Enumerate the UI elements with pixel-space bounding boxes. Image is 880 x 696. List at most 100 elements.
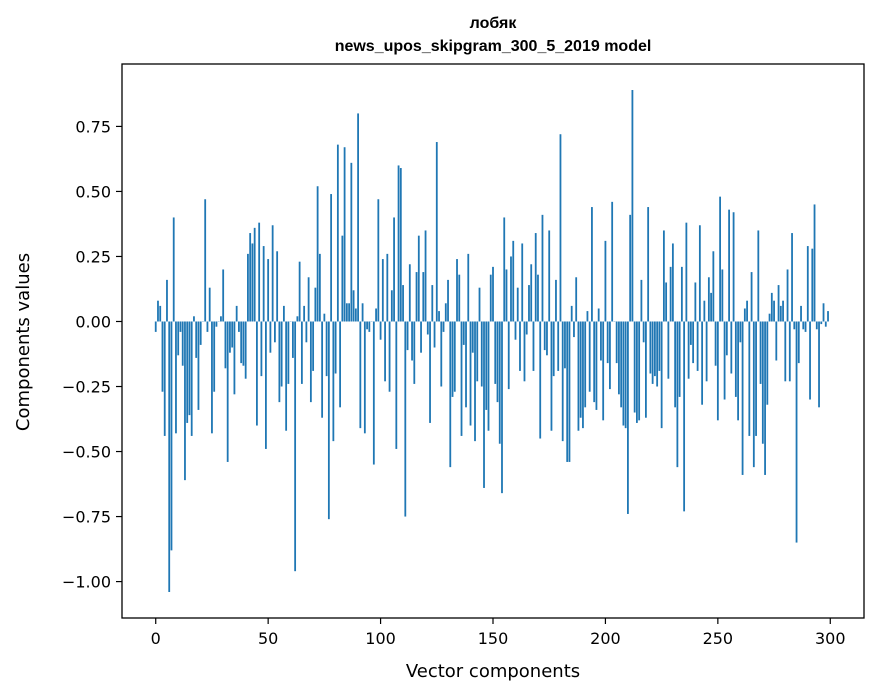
bar: [793, 321, 796, 330]
bar: [683, 321, 686, 512]
bar: [184, 321, 186, 481]
bar: [521, 243, 524, 322]
bar: [229, 321, 231, 353]
bar: [314, 287, 317, 322]
bar: [238, 321, 240, 332]
bar: [260, 321, 263, 377]
bar: [579, 321, 582, 418]
bar: [510, 256, 512, 322]
x-tick-label: 0: [151, 629, 161, 648]
bar: [179, 321, 182, 332]
bar: [444, 303, 447, 322]
bar: [168, 321, 171, 592]
x-tick-label: 250: [703, 629, 734, 648]
bar: [386, 253, 389, 322]
bar: [739, 321, 742, 343]
bar: [570, 305, 573, 322]
bar: [424, 230, 427, 322]
bar: [568, 321, 571, 462]
bar: [752, 321, 755, 468]
bar: [698, 225, 701, 322]
bar: [582, 321, 584, 429]
bar: [247, 253, 249, 322]
bar: [222, 269, 225, 322]
bar: [761, 321, 764, 444]
bar: [503, 217, 506, 322]
x-tick-label: 150: [478, 629, 509, 648]
bar: [451, 321, 454, 397]
bar: [719, 196, 721, 322]
bar: [413, 321, 416, 384]
bar: [685, 222, 688, 322]
bar: [658, 321, 661, 371]
bar: [606, 321, 609, 364]
bar: [748, 321, 751, 436]
bar: [597, 308, 600, 322]
bar: [523, 321, 526, 382]
bar: [359, 321, 362, 429]
y-tick-label: −0.25: [62, 378, 111, 397]
x-tick-label: 100: [365, 629, 396, 648]
bar: [611, 201, 614, 322]
y-tick-label: 0.25: [75, 247, 111, 266]
bar: [820, 321, 823, 325]
bar: [377, 199, 380, 322]
bar: [505, 269, 508, 322]
bar: [339, 321, 341, 408]
bar: [584, 321, 587, 408]
bar: [552, 321, 555, 377]
bar: [388, 321, 391, 392]
bar: [438, 311, 440, 322]
bar: [784, 321, 787, 382]
bar: [278, 321, 281, 403]
x-tick-label: 300: [815, 629, 846, 648]
bar: [274, 321, 276, 343]
bar: [442, 321, 445, 332]
bar: [465, 321, 467, 408]
bar: [782, 300, 784, 322]
bar: [678, 321, 681, 397]
bar: [453, 321, 456, 392]
bar: [815, 321, 818, 330]
bar: [757, 230, 760, 322]
bar: [309, 321, 312, 403]
bar: [172, 217, 175, 322]
bar: [559, 134, 562, 322]
bar: [577, 321, 580, 431]
bar: [689, 321, 692, 345]
bar: [525, 321, 528, 335]
bar: [325, 321, 328, 377]
bar: [712, 251, 715, 322]
bar: [372, 321, 375, 465]
bar: [244, 321, 247, 379]
y-tick-label: 0.00: [75, 312, 111, 331]
bar: [480, 321, 483, 387]
bar: [512, 240, 515, 322]
bar: [417, 235, 420, 322]
bar: [300, 321, 303, 384]
bar: [336, 144, 339, 322]
bar: [188, 321, 191, 416]
bar: [258, 222, 261, 322]
bar: [294, 321, 297, 572]
bar: [770, 292, 773, 322]
bar: [640, 279, 643, 322]
bar: [287, 321, 290, 384]
bar: [251, 243, 254, 322]
bar: [622, 321, 625, 426]
bar: [537, 274, 539, 322]
bar: [307, 277, 310, 322]
bar: [660, 321, 663, 429]
bar: [624, 321, 627, 429]
bar: [483, 321, 485, 488]
bar: [422, 272, 425, 322]
bar: [199, 321, 202, 345]
x-axis-label: Vector components: [406, 661, 580, 682]
bar: [528, 285, 530, 322]
bar: [710, 292, 712, 322]
bar: [327, 321, 330, 520]
bar: [204, 199, 207, 322]
bar: [564, 321, 566, 369]
bar: [541, 214, 544, 322]
